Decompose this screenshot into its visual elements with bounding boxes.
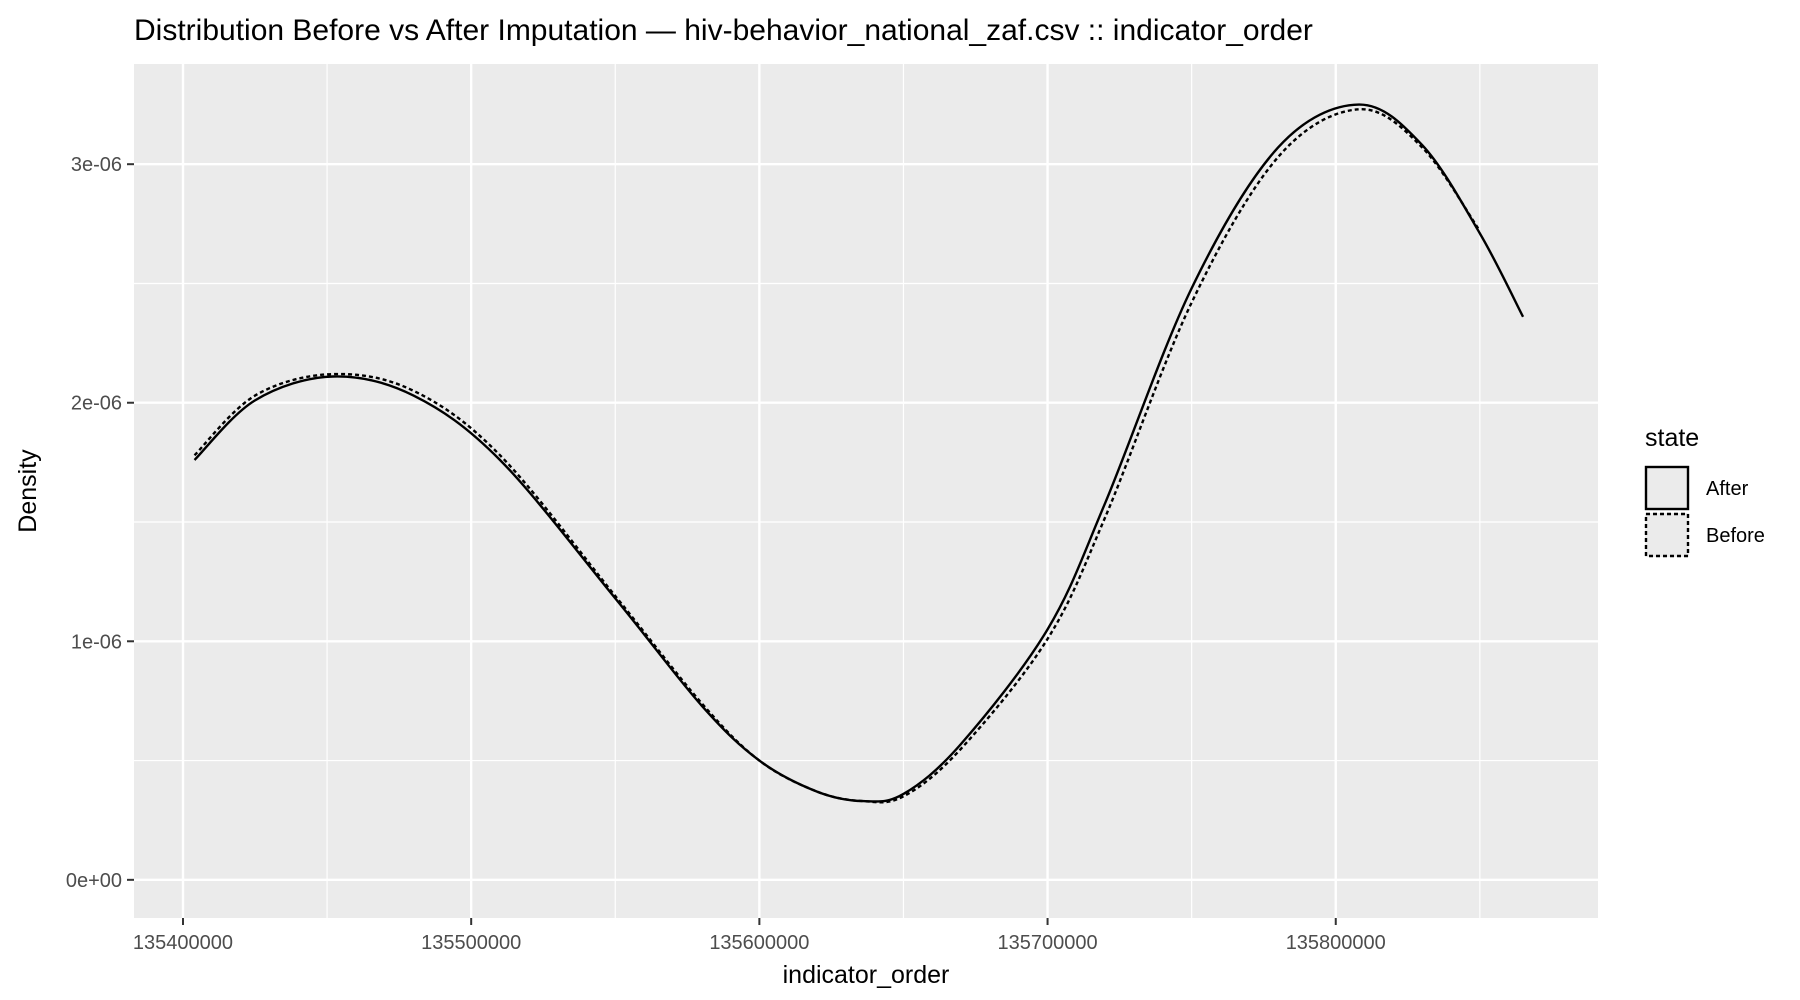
x-tick-label: 135700000 (998, 932, 1098, 954)
minor-gridlines (134, 64, 1598, 918)
legend-label-after: After (1706, 478, 1749, 500)
major-gridlines (134, 64, 1598, 918)
y-tick-label: 0e+00 (66, 870, 122, 892)
x-tick-label: 135800000 (1286, 932, 1386, 954)
series-layer (193, 103, 1525, 804)
series-line-after (193, 103, 1525, 803)
x-tick-label: 135600000 (709, 932, 809, 954)
x-tick-label: 135500000 (421, 932, 521, 954)
legend: state After Before (1644, 424, 1765, 558)
chart-title: Distribution Before vs After Imputation … (134, 14, 1313, 47)
x-axis: 135400000 135500000 135600000 135700000 1358… (133, 918, 1386, 954)
y-tick-label: 2e-06 (71, 393, 122, 415)
legend-label-before: Before (1706, 525, 1765, 547)
legend-title: state (1645, 424, 1699, 452)
x-tick-label: 135400000 (133, 932, 233, 954)
x-axis-label: indicator_order (783, 961, 950, 989)
legend-key-before (1645, 513, 1689, 557)
y-tick-label: 3e-06 (71, 154, 122, 176)
legend-key-outline-after (1644, 465, 1690, 511)
legend-key-after (1645, 466, 1689, 510)
legend-key-outline-before (1644, 512, 1690, 558)
y-tick-label: 1e-06 (71, 631, 122, 653)
y-axis-label: Density (14, 449, 42, 533)
y-axis: 0e+00 1e-06 2e-06 3e-06 (66, 154, 134, 892)
plot-panel (134, 64, 1598, 918)
